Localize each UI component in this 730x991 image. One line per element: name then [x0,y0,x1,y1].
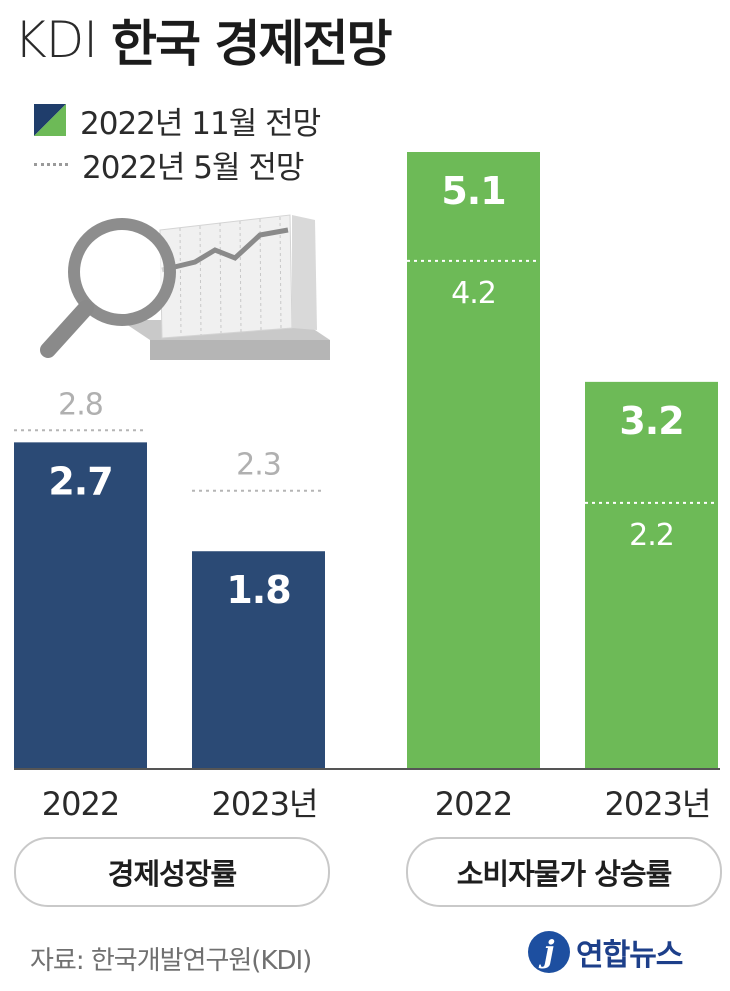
yonhap-logo: j 연합뉴스 [528,930,683,974]
pill-growth: 경제성장률 [14,837,330,907]
legend-item-nov: 2022년 11월 전망 [34,98,321,142]
pill-inflation: 소비자물가 상승률 [406,837,722,907]
value-label-nov-growth-0: 2.7 [48,459,112,503]
category-label-growth-0: 2022 [42,785,119,823]
title-main: 한국 경제전망 [111,15,392,73]
value-label-may-inflation-0: 4.2 [451,276,496,311]
value-label-may-inflation-1: 2.2 [629,518,674,553]
legend: 2022년 11월 전망 2022년 5월 전망 [34,98,321,186]
bar-inflation-1 [585,381,718,769]
value-label-may-growth-0: 2.8 [58,387,103,422]
legend-label-nov: 2022년 11월 전망 [80,105,321,142]
magnifier-chart-illustration [30,210,350,404]
title-org: KDI [14,11,98,69]
bar-inflation-0 [407,152,540,769]
legend-item-may: 2022년 5월 전망 [34,142,320,186]
category-label-inflation-0: 2022 [435,785,512,823]
category-label-growth-1: 2023년 [212,785,318,823]
legend-swatch-nov [34,104,66,136]
bar-growth-1 [192,551,325,769]
value-label-may-growth-1: 2.3 [236,448,281,483]
legend-dash-may [34,162,68,166]
bar-growth-0 [14,442,147,769]
category-label-inflation-1: 2023년 [605,785,711,823]
value-label-nov-inflation-1: 3.2 [619,399,683,443]
value-label-nov-inflation-0: 5.1 [441,169,505,213]
chart-title: KDI 한국 경제전망 [14,4,392,76]
yonhap-logo-mark: j [528,931,570,973]
legend-label-may: 2022년 5월 전망 [82,149,304,186]
yonhap-logo-text: 연합뉴스 [576,938,683,973]
source-note: 자료: 한국개발연구원(KDI) [30,946,312,976]
value-label-nov-growth-1: 1.8 [226,568,290,612]
